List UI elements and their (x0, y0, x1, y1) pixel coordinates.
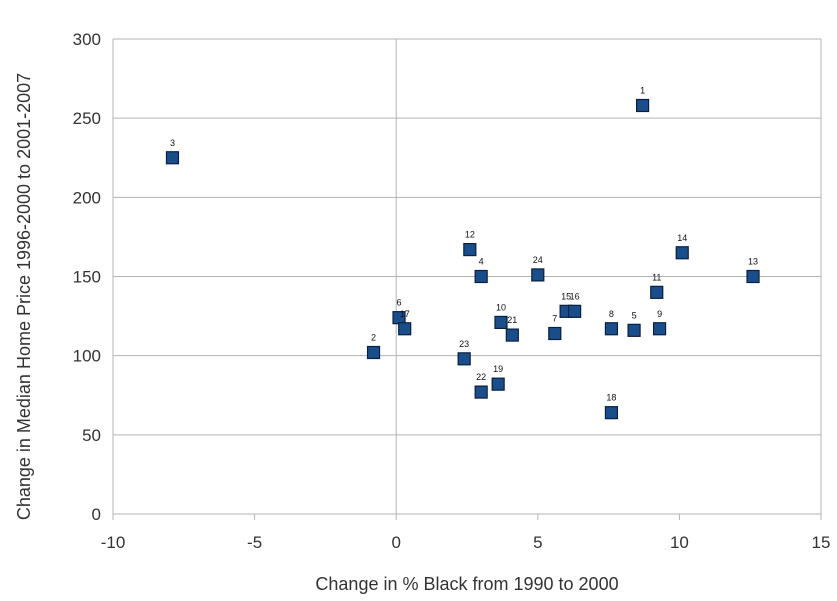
point-label-16: 16 (570, 291, 580, 301)
point-label-22: 22 (476, 372, 486, 382)
point-label-23: 23 (459, 339, 469, 349)
y-tick-label: 0 (92, 505, 101, 524)
x-tick-label: 0 (391, 533, 400, 552)
data-point-21 (505, 328, 519, 342)
data-point-12 (463, 242, 477, 257)
data-points (165, 98, 760, 420)
data-point-17 (398, 322, 412, 336)
point-label-17: 17 (400, 309, 410, 319)
x-tick-label: -10 (101, 533, 126, 552)
data-point-5 (627, 323, 641, 337)
data-point-2 (366, 345, 381, 360)
point-label-13: 13 (748, 257, 758, 267)
data-point-23 (457, 352, 471, 366)
data-point-10 (494, 315, 508, 330)
point-label-18: 18 (606, 393, 616, 403)
data-point-22 (474, 385, 488, 399)
x-axis-title: Change in % Black from 1990 to 2000 (315, 574, 618, 594)
axes (112, 39, 822, 520)
point-label-12: 12 (465, 230, 475, 240)
y-axis-title: Change in Median Home Price 1996-2000 to… (14, 73, 34, 520)
point-label-14: 14 (677, 233, 687, 243)
point-label-1: 1 (640, 86, 645, 96)
point-label-7: 7 (552, 314, 557, 324)
y-tick-label: 50 (82, 426, 101, 445)
point-label-3: 3 (170, 138, 175, 148)
data-point-14 (675, 246, 689, 260)
data-point-16 (568, 304, 582, 318)
point-label-9: 9 (657, 309, 662, 319)
y-tick-label: 250 (73, 109, 101, 128)
data-point-13 (746, 269, 760, 284)
data-point-9 (652, 322, 667, 336)
point-label-21: 21 (507, 315, 517, 325)
point-label-19: 19 (493, 364, 503, 374)
point-label-15: 15 (561, 291, 571, 301)
point-label-2: 2 (371, 333, 376, 343)
point-label-6: 6 (397, 298, 402, 308)
data-point-4 (474, 269, 488, 284)
data-point-11 (650, 285, 664, 299)
data-point-8 (604, 322, 619, 336)
point-label-10: 10 (496, 302, 506, 312)
data-point-7 (548, 326, 562, 341)
y-tick-label: 150 (73, 268, 101, 287)
point-label-24: 24 (533, 255, 543, 265)
data-point-3 (165, 151, 180, 165)
x-tick-label: 5 (533, 533, 542, 552)
y-tick-label: 200 (73, 188, 101, 207)
point-label-5: 5 (632, 310, 637, 320)
x-tick-label: 15 (812, 533, 831, 552)
point-label-8: 8 (609, 309, 614, 319)
data-point-19 (491, 377, 505, 391)
point-label-11: 11 (652, 272, 661, 282)
point-label-4: 4 (479, 257, 484, 267)
y-tick-label: 300 (73, 30, 101, 49)
x-tick-label: -5 (247, 533, 262, 552)
x-tick-label: 10 (670, 533, 689, 552)
y-tick-label: 100 (73, 347, 101, 366)
gridlines (113, 38, 821, 515)
data-point-18 (604, 406, 619, 420)
data-point-24 (531, 268, 545, 282)
data-point-1 (635, 98, 650, 113)
